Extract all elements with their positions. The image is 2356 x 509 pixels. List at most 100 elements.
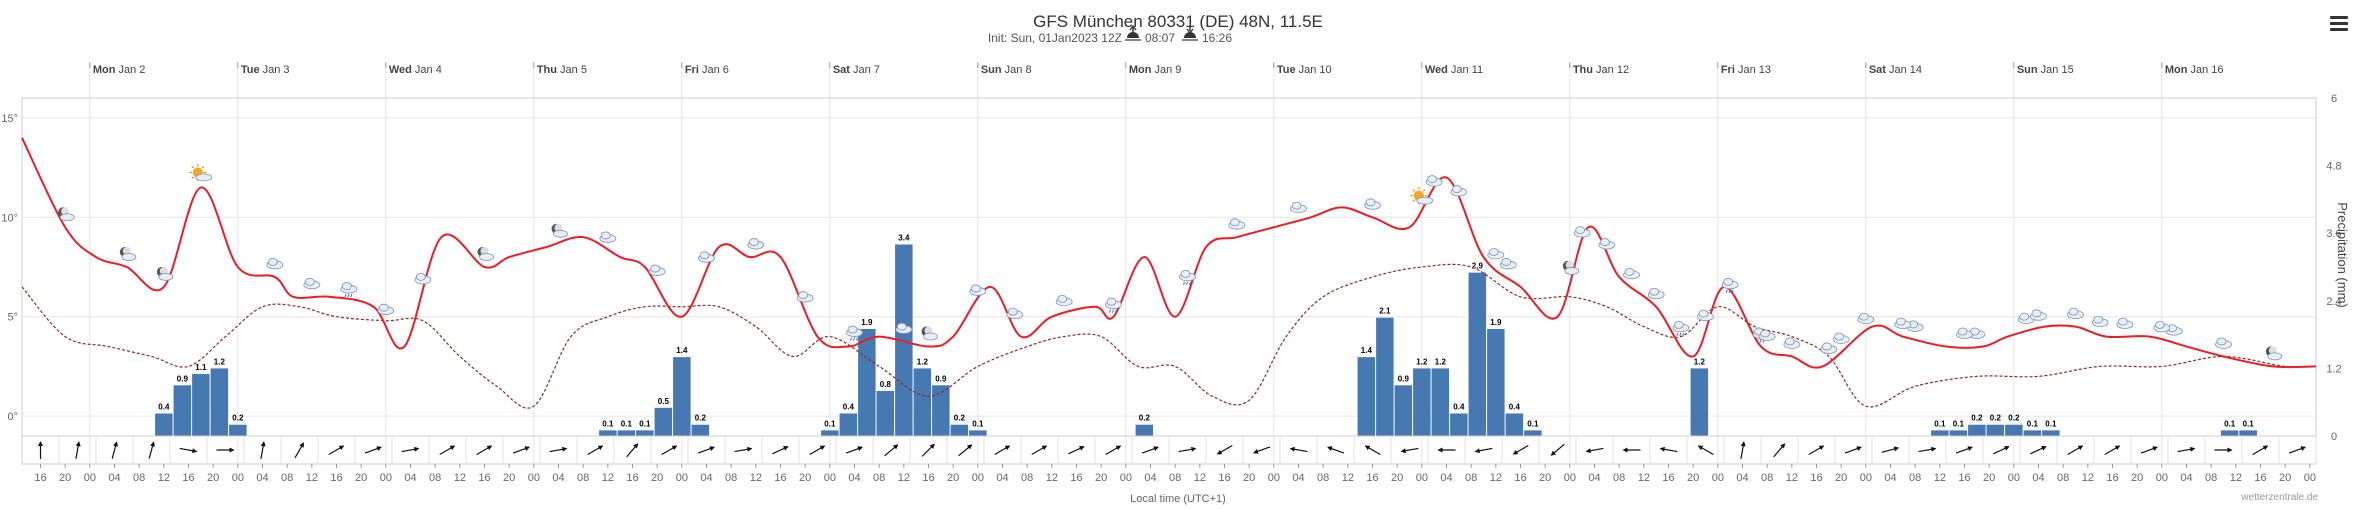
hour-tick-label: 08 [577, 472, 589, 484]
hour-tick-label: 12 [898, 472, 910, 484]
hour-tick-label: 12 [1638, 472, 1650, 484]
wind-arrow-icon [1585, 447, 1604, 454]
precip-label: 1.2 [1416, 357, 1428, 366]
hour-tick-label: 12 [1786, 472, 1798, 484]
hour-tick-label: 20 [1539, 472, 1551, 484]
precip-label: 0.4 [1453, 402, 1465, 411]
wind-arrow-icon [2067, 445, 2084, 456]
precip-bar [192, 374, 210, 436]
precip-bar [691, 424, 710, 436]
hour-tick-label: 00 [1564, 472, 1576, 484]
wind-arrow-icon [1400, 447, 1419, 454]
precip-label: 0.1 [1953, 419, 1965, 428]
day-label: Sat Jan 7 [833, 64, 880, 76]
hour-tick-label: 12 [1490, 472, 1502, 484]
precip-label: 0.9 [935, 374, 947, 383]
precip-bar [673, 357, 691, 436]
wind-arrow-icon [328, 445, 345, 456]
hour-tick-label: 00 [2304, 472, 2316, 484]
hour-tick-label: 20 [1391, 472, 1403, 484]
day-label: Thu Jan 5 [537, 64, 587, 76]
x-axis-title: Local time (UTC+1) [1130, 493, 1226, 505]
wind-arrow-icon [1918, 446, 1937, 453]
hour-tick-label: 00 [1416, 472, 1428, 484]
hour-tick-label: 20 [799, 472, 811, 484]
temperature-line [21, 137, 2317, 369]
hour-tick-label: 04 [996, 472, 1008, 484]
moon-cloud-icon [58, 207, 75, 222]
precip-bar [1524, 430, 1542, 436]
hour-tick-label: 16 [1662, 472, 1674, 484]
hour-tick-label: 00 [1712, 472, 1724, 484]
hour-tick-label: 20 [1687, 472, 1699, 484]
cloud-icon [1055, 294, 1073, 307]
day-gridlines [89, 62, 2163, 464]
day-label: Thu Jan 12 [1573, 64, 1629, 76]
cloud-icon [303, 277, 321, 290]
precip-bar [173, 385, 192, 436]
cloud-icon [2067, 307, 2084, 320]
wind-arrow-icon [2140, 446, 2158, 454]
cloud-icon [1364, 198, 1381, 210]
cloud-rain-icon [1672, 321, 1690, 337]
hamburger-menu-icon[interactable] [2330, 16, 2348, 32]
hour-tick-label: 12 [750, 472, 762, 484]
precip-bar [839, 413, 858, 436]
precip-label: 0.2 [232, 414, 244, 423]
wind-arrow-icon [1474, 447, 1493, 454]
cloud-icon [1783, 337, 1801, 349]
precip-bar [1357, 357, 1376, 436]
precip-bar [1505, 413, 1524, 436]
hour-tick-label: 16 [1810, 472, 1822, 484]
horizontal-gridlines [21, 97, 2317, 465]
precip-label: 0.4 [1509, 402, 1521, 411]
precip-label: 1.1 [195, 363, 207, 372]
wind-arrow-icon [809, 445, 826, 456]
precip-label: 0.5 [658, 397, 670, 406]
wind-arrow-icon [1031, 445, 1048, 456]
precip-bar [932, 385, 950, 436]
moon-cloud-icon [921, 326, 938, 341]
init-text: Init: Sun, 01Jan2023 12Z [988, 31, 1122, 45]
moon-cloud-icon [477, 247, 494, 261]
y-tick-right: 1.2 [2326, 363, 2341, 375]
day-label: Mon Jan 9 [1129, 64, 1182, 76]
hour-tick-label: 12 [1342, 472, 1354, 484]
cloud-icon [1487, 248, 1505, 260]
day-label: Wed Jan 4 [389, 64, 442, 76]
hour-tick-label: 08 [281, 472, 293, 484]
hour-tick-label: 04 [848, 472, 860, 484]
wind-arrow-icon [921, 443, 935, 457]
y-tick-left: 0° [7, 411, 18, 423]
hour-tick-label: 08 [133, 472, 145, 484]
hour-tick-label: 00 [676, 472, 688, 484]
precip-label: 0.1 [1934, 419, 1946, 428]
cloud-icon [2153, 321, 2171, 333]
hour-tick-label: 12 [454, 472, 466, 484]
cloud-icon [698, 251, 715, 263]
precip-label: 2.1 [1379, 307, 1391, 316]
hour-tick-label: 08 [1169, 472, 1181, 484]
precip-bar [858, 328, 876, 436]
precip-label: 0.2 [1990, 414, 2002, 423]
y-axis-temperature: 0° 5° 10° 15° [1, 113, 18, 423]
wind-arrow-icon [1105, 445, 1122, 456]
wind-arrow-icon [734, 446, 753, 453]
wind-arrow-icon [1178, 446, 1197, 453]
hour-tick-label: 12 [158, 472, 170, 484]
precip-bar [1413, 368, 1431, 436]
hour-tick-label: 20 [1835, 472, 1847, 484]
precip-label: 0.4 [843, 402, 855, 411]
hour-tick-label: 04 [1440, 472, 1452, 484]
credits-link[interactable]: wetterzentrale.de [2240, 492, 2318, 503]
precip-bar [1968, 424, 1986, 436]
temperature-lines [21, 137, 2317, 409]
hour-tick-label: 04 [1588, 472, 1600, 484]
wind-arrow-icon [1993, 446, 2010, 455]
wind-arrow-icon [772, 446, 789, 455]
precip-label: 0.1 [2243, 419, 2255, 428]
precip-bar [636, 430, 654, 436]
hour-tick-label: 20 [2131, 472, 2143, 484]
wind-arrow-icon [179, 447, 198, 454]
hour-tick-label: 04 [700, 472, 712, 484]
